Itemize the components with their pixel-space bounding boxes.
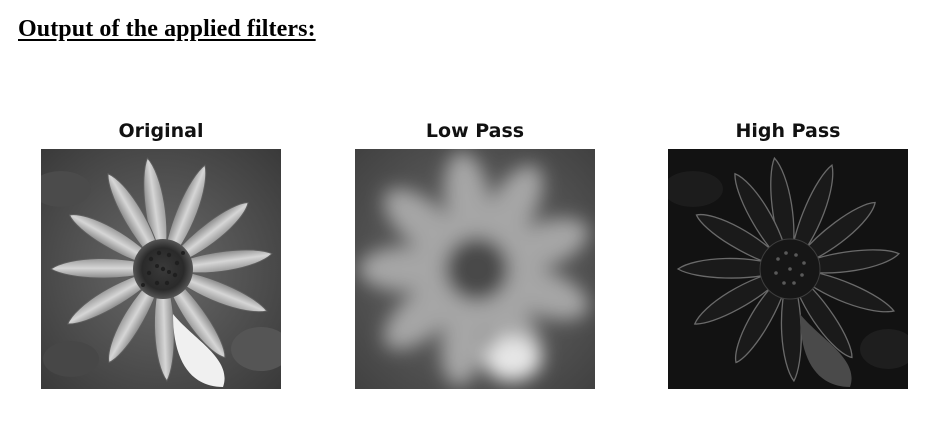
highpass-flower-image [668,149,908,389]
lowpass-flower-image [355,149,595,389]
original-panel: Original [41,118,281,389]
highpass-title: High Pass [735,120,841,142]
lowpass-title: Low Pass [425,120,525,142]
highpass-panel: High Pass [668,118,908,389]
original-title: Original [118,120,204,142]
lowpass-panel: Low Pass [355,118,595,389]
original-flower-image [41,149,281,389]
page-title: Output of the applied filters: [18,16,316,42]
